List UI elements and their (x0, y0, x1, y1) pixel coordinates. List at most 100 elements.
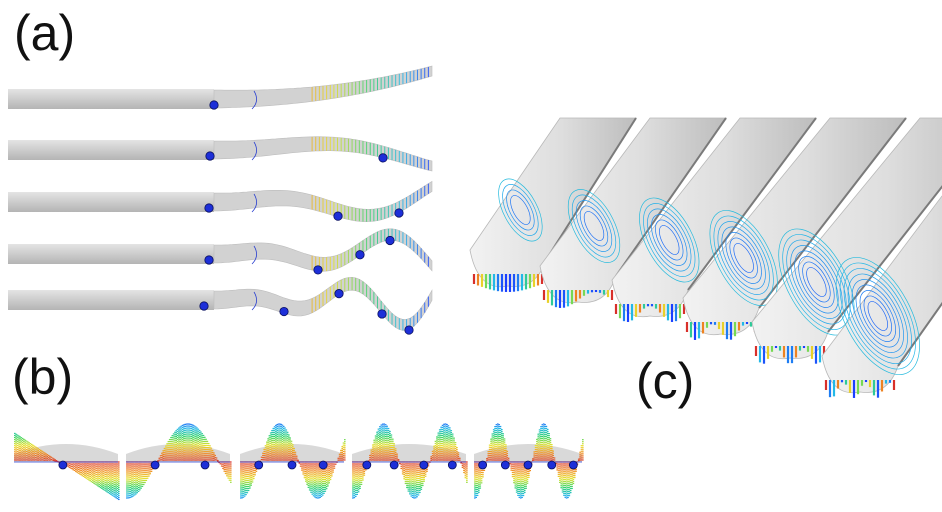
rod-contour-ring (782, 234, 851, 330)
rod-contour-ring (647, 208, 692, 272)
nodal-point (205, 151, 215, 161)
rod-contour-ring (802, 261, 831, 303)
cross-section-mode-4 (352, 423, 468, 499)
rod-contour-ring (510, 195, 531, 225)
nodal-point (199, 301, 209, 311)
nodal-point (355, 250, 365, 260)
rod-contour-ring (806, 267, 827, 297)
rod-contour-ring (579, 205, 609, 247)
nodal-point (333, 211, 343, 221)
rod-contour-ring (851, 279, 904, 353)
nodal-point (394, 208, 404, 218)
nodal-point (279, 306, 289, 317)
beam-contour-line (251, 245, 257, 265)
rod-contour-ring (863, 295, 892, 337)
rod-contour-ring (843, 268, 912, 364)
nodal-point (204, 203, 214, 213)
nodal-point (150, 460, 160, 470)
rod-contour-ring (725, 232, 762, 284)
panel-a-beams (8, 65, 433, 335)
nodal-point (547, 460, 557, 470)
nodal-point (209, 100, 219, 110)
nodal-point (58, 460, 68, 470)
rod-contour-ring (506, 189, 535, 231)
nodal-point (334, 289, 344, 299)
nodal-point (254, 460, 264, 470)
rod-contour-ring (583, 211, 605, 241)
rod-edge (897, 301, 942, 367)
beam-fixed-section (8, 290, 214, 310)
beam-contour-line (251, 193, 257, 213)
rod-body (611, 117, 817, 318)
beam-mode-4 (8, 228, 433, 275)
rod-edge (758, 117, 907, 309)
panel-c-label: (c) (636, 353, 695, 409)
rod-contour-ring (855, 284, 900, 348)
beam-fixed-section (8, 192, 214, 212)
rod-edge (545, 117, 637, 261)
rod-mode-3 (611, 117, 817, 322)
panel-b-label: (b) (12, 349, 74, 405)
beam-contour-line (251, 90, 257, 110)
panel-c-rods (469, 117, 942, 398)
beam-mode-1 (8, 65, 433, 110)
nodal-point (318, 460, 328, 470)
beam-mode-2 (8, 136, 433, 172)
cross-section-mode-3 (240, 423, 346, 499)
rod-contour-ring (717, 221, 770, 295)
rod-contour-ring (790, 245, 843, 319)
beam-fixed-section (8, 244, 214, 264)
rod-mode-6 (821, 195, 942, 398)
rod-contour-ring (502, 184, 539, 236)
rod-contour-ring (794, 250, 839, 314)
rod-contour-ring (655, 219, 684, 261)
beam-mode-5 (8, 276, 433, 335)
nodal-point (204, 255, 214, 265)
rod-contour-ring (643, 203, 696, 277)
nodal-point (362, 460, 372, 470)
rod-contour-ring (713, 215, 774, 301)
nodal-point (447, 460, 457, 470)
nodal-point (419, 460, 429, 470)
nodal-point (377, 309, 387, 319)
nodal-point (200, 460, 210, 470)
nodal-point (568, 460, 578, 470)
panel-a-label: (a) (14, 5, 76, 61)
beam-fixed-section (8, 89, 214, 109)
nodal-point (500, 460, 510, 470)
rod-body (682, 117, 907, 336)
rod-edge (615, 117, 727, 277)
beam-fixed-section (8, 140, 214, 160)
nodal-point (389, 460, 399, 470)
rod-contour-ring (786, 239, 847, 325)
beam-contour-line (251, 291, 257, 311)
nodal-point (313, 265, 323, 275)
rod-contour-ring (839, 262, 916, 370)
nodal-point (523, 460, 533, 470)
rod-contour-ring (733, 243, 754, 273)
rod-mode-4 (682, 117, 907, 340)
rod-contour-ring (651, 214, 688, 266)
rod-contour-ring (867, 301, 888, 331)
rod-contour-ring (571, 194, 617, 258)
beam-contour-line (251, 141, 257, 161)
rod-contour-ring (859, 290, 896, 342)
nodal-point (287, 460, 297, 470)
nodal-point (478, 460, 488, 470)
beam-mode-3 (8, 180, 433, 223)
rod-contour-ring (567, 189, 621, 263)
rod-body (821, 195, 942, 394)
nodal-point (404, 325, 414, 335)
rod-contour-ring (847, 273, 908, 359)
rod-edge (687, 117, 817, 291)
panel-b-cross-sections (14, 423, 584, 501)
cross-section-mode-1 (14, 432, 120, 501)
nodal-point (385, 235, 395, 246)
rod-contour-ring (498, 178, 543, 242)
rod-contour-ring (835, 257, 920, 375)
rod-contour-ring (798, 256, 835, 308)
rod-contour-ring (721, 226, 766, 290)
rod-contour-ring (575, 200, 613, 252)
cross-section-mode-2 (126, 423, 232, 499)
